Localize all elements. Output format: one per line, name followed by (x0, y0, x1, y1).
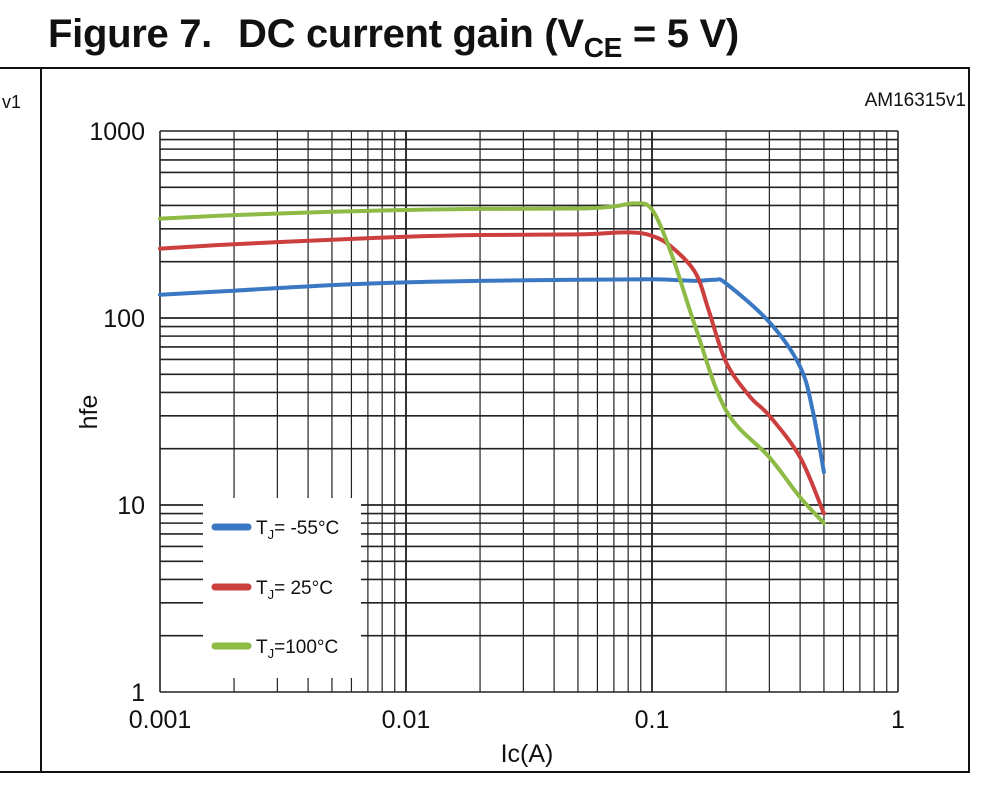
x-tick-label: 1 (891, 706, 905, 734)
chart-frame (40, 67, 970, 773)
legend-label-main: T (256, 578, 268, 599)
figure-title-end: = 5 V) (622, 12, 739, 56)
legend-label-rest: = 25°C (274, 578, 333, 599)
legend-label-main: T (256, 518, 268, 539)
series-group (158, 201, 826, 526)
adjacent-figure-code: v1 (2, 92, 22, 112)
legend-label-main: T (256, 637, 268, 658)
legend-label-rest: = -55°C (274, 518, 339, 539)
series-line-2 (158, 201, 826, 526)
figure-title: Figure 7. DC current gain (VCE = 5 V) (48, 12, 739, 64)
legend: TJ= -55°CTJ= 25°CTJ=100°C (211, 518, 339, 661)
y-axis-label: hfe (75, 395, 103, 430)
figure-title-sub: CE (583, 32, 623, 63)
y-tick-label: 100 (103, 305, 145, 333)
figure-number: Figure 7. (48, 12, 212, 56)
legend-label-sub: J (268, 646, 275, 661)
legend-label: TJ= -55°C (256, 518, 339, 542)
y-tick-label: 1 (131, 679, 145, 707)
legend-label-sub: J (268, 527, 275, 542)
legend-label-sub: J (268, 587, 275, 602)
x-tick-label: 0.001 (129, 706, 192, 734)
figure-code: AM16315v1 (864, 90, 966, 111)
x-axis-label: Ic(A) (501, 740, 554, 768)
legend-label: TJ=100°C (256, 637, 338, 661)
y-tick-label: 10 (117, 492, 145, 520)
x-tick-label: 0.01 (382, 706, 431, 734)
x-tick-label: 0.1 (635, 706, 670, 734)
figure-title-main: DC current gain (V (238, 12, 584, 56)
series-line-0 (158, 277, 826, 475)
legend-label: TJ= 25°C (256, 578, 333, 602)
series-line-1 (158, 230, 826, 516)
adjacent-figure-frame (0, 67, 40, 773)
tick-labels: 0.001 0.01 0.1 1 1 10 100 1000 (89, 118, 905, 734)
y-tick-label: 1000 (89, 118, 145, 146)
legend-label-rest: =100°C (274, 637, 338, 658)
